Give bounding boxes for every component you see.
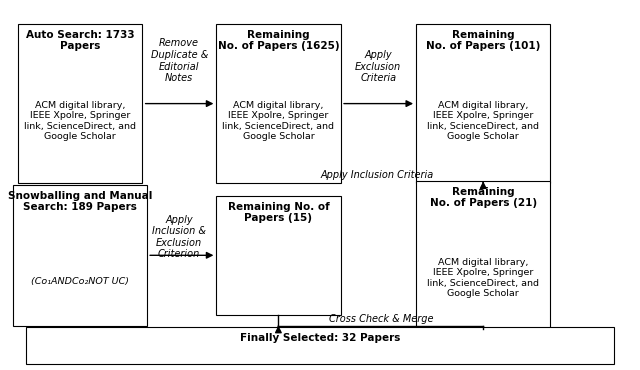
Text: Apply Inclusion Criteria: Apply Inclusion Criteria — [321, 170, 434, 180]
Bar — [17, 24, 143, 183]
Bar — [216, 196, 340, 314]
Bar — [216, 24, 340, 183]
Text: Apply
Inclusion &
Exclusion
Criterion: Apply Inclusion & Exclusion Criterion — [152, 215, 206, 259]
Text: ACM digital library,
IEEE Xpolre, Springer
link, ScienceDirect, and
Google Schol: ACM digital library, IEEE Xpolre, Spring… — [428, 101, 540, 141]
Text: (Co₁ANDCo₂NOT UC): (Co₁ANDCo₂NOT UC) — [31, 277, 129, 286]
Text: Cross Check & Merge: Cross Check & Merge — [328, 314, 433, 324]
Text: Remaining No. of
Papers (15): Remaining No. of Papers (15) — [228, 202, 329, 223]
Text: Remaining
No. of Papers (101): Remaining No. of Papers (101) — [426, 30, 540, 51]
Text: Remove
Duplicate &
Editorial
Notes: Remove Duplicate & Editorial Notes — [150, 38, 208, 83]
Bar — [13, 185, 147, 326]
Bar — [416, 181, 550, 329]
Text: Remaining
No. of Papers (21): Remaining No. of Papers (21) — [429, 187, 537, 208]
Bar — [26, 327, 614, 364]
Text: Finally Selected: 32 Papers: Finally Selected: 32 Papers — [240, 333, 400, 343]
Text: Apply
Exclusion
Criteria: Apply Exclusion Criteria — [355, 50, 401, 83]
Text: ACM digital library,
IEEE Xpolre, Springer
link, ScienceDirect, and
Google Schol: ACM digital library, IEEE Xpolre, Spring… — [428, 258, 540, 298]
Text: Remaining
No. of Papers (1625): Remaining No. of Papers (1625) — [218, 30, 339, 51]
Bar — [416, 24, 550, 183]
Text: ACM digital library,
IEEE Xpolre, Springer
link, ScienceDirect, and
Google Schol: ACM digital library, IEEE Xpolre, Spring… — [223, 101, 334, 141]
Text: Auto Search: 1733
Papers: Auto Search: 1733 Papers — [26, 30, 134, 51]
Text: ACM digital library,
IEEE Xpolre, Springer
link, ScienceDirect, and
Google Schol: ACM digital library, IEEE Xpolre, Spring… — [24, 101, 136, 141]
Text: Snowballing and Manual
Search: 189 Papers: Snowballing and Manual Search: 189 Paper… — [8, 191, 152, 212]
